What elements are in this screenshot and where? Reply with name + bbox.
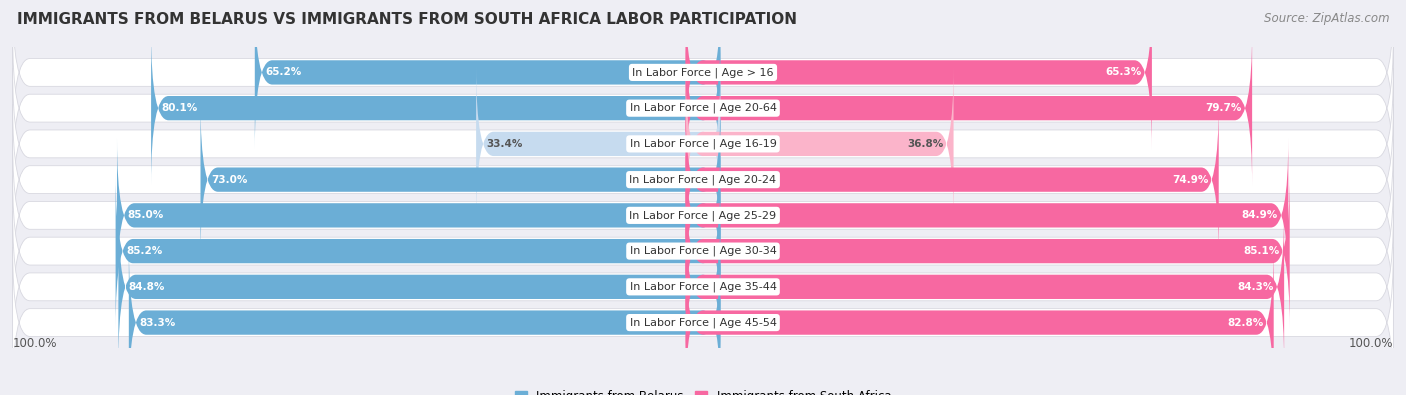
FancyBboxPatch shape bbox=[13, 68, 1393, 219]
Text: In Labor Force | Age 25-29: In Labor Force | Age 25-29 bbox=[630, 210, 776, 221]
Text: In Labor Force | Age > 16: In Labor Force | Age > 16 bbox=[633, 67, 773, 78]
FancyBboxPatch shape bbox=[150, 31, 720, 185]
FancyBboxPatch shape bbox=[201, 102, 720, 257]
FancyBboxPatch shape bbox=[13, 33, 1393, 184]
FancyBboxPatch shape bbox=[13, 211, 1393, 362]
Legend: Immigrants from Belarus, Immigrants from South Africa: Immigrants from Belarus, Immigrants from… bbox=[510, 385, 896, 395]
Text: 74.9%: 74.9% bbox=[1171, 175, 1208, 184]
FancyBboxPatch shape bbox=[13, 247, 1393, 395]
Text: 85.0%: 85.0% bbox=[128, 211, 163, 220]
Text: 100.0%: 100.0% bbox=[13, 337, 58, 350]
Text: Source: ZipAtlas.com: Source: ZipAtlas.com bbox=[1264, 12, 1389, 25]
Text: 36.8%: 36.8% bbox=[907, 139, 943, 149]
FancyBboxPatch shape bbox=[686, 0, 1152, 150]
FancyBboxPatch shape bbox=[686, 102, 1219, 257]
Text: In Labor Force | Age 30-34: In Labor Force | Age 30-34 bbox=[630, 246, 776, 256]
Text: 80.1%: 80.1% bbox=[162, 103, 198, 113]
Text: In Labor Force | Age 20-24: In Labor Force | Age 20-24 bbox=[630, 174, 776, 185]
FancyBboxPatch shape bbox=[13, 0, 1393, 148]
Text: 33.4%: 33.4% bbox=[486, 139, 523, 149]
FancyBboxPatch shape bbox=[686, 245, 1274, 395]
Text: In Labor Force | Age 45-54: In Labor Force | Age 45-54 bbox=[630, 317, 776, 328]
FancyBboxPatch shape bbox=[13, 176, 1393, 327]
Text: In Labor Force | Age 35-44: In Labor Force | Age 35-44 bbox=[630, 282, 776, 292]
FancyBboxPatch shape bbox=[477, 67, 720, 221]
FancyBboxPatch shape bbox=[117, 138, 720, 293]
FancyBboxPatch shape bbox=[686, 174, 1289, 328]
FancyBboxPatch shape bbox=[686, 31, 1253, 185]
FancyBboxPatch shape bbox=[686, 67, 953, 221]
Text: In Labor Force | Age 16-19: In Labor Force | Age 16-19 bbox=[630, 139, 776, 149]
Text: 100.0%: 100.0% bbox=[1348, 337, 1393, 350]
FancyBboxPatch shape bbox=[13, 104, 1393, 255]
Text: 85.1%: 85.1% bbox=[1243, 246, 1279, 256]
Text: 65.2%: 65.2% bbox=[266, 68, 301, 77]
Text: 79.7%: 79.7% bbox=[1205, 103, 1241, 113]
Text: 65.3%: 65.3% bbox=[1105, 68, 1142, 77]
FancyBboxPatch shape bbox=[118, 210, 720, 364]
Text: 84.9%: 84.9% bbox=[1241, 211, 1278, 220]
Text: 84.8%: 84.8% bbox=[129, 282, 165, 292]
Text: IMMIGRANTS FROM BELARUS VS IMMIGRANTS FROM SOUTH AFRICA LABOR PARTICIPATION: IMMIGRANTS FROM BELARUS VS IMMIGRANTS FR… bbox=[17, 12, 797, 27]
Text: 82.8%: 82.8% bbox=[1227, 318, 1263, 327]
FancyBboxPatch shape bbox=[254, 0, 720, 150]
FancyBboxPatch shape bbox=[686, 210, 1284, 364]
Text: 73.0%: 73.0% bbox=[211, 175, 247, 184]
FancyBboxPatch shape bbox=[686, 138, 1288, 293]
FancyBboxPatch shape bbox=[129, 245, 720, 395]
Text: 84.3%: 84.3% bbox=[1237, 282, 1274, 292]
FancyBboxPatch shape bbox=[115, 174, 720, 328]
FancyBboxPatch shape bbox=[13, 140, 1393, 291]
Text: In Labor Force | Age 20-64: In Labor Force | Age 20-64 bbox=[630, 103, 776, 113]
Text: 83.3%: 83.3% bbox=[139, 318, 176, 327]
Text: 85.2%: 85.2% bbox=[127, 246, 162, 256]
